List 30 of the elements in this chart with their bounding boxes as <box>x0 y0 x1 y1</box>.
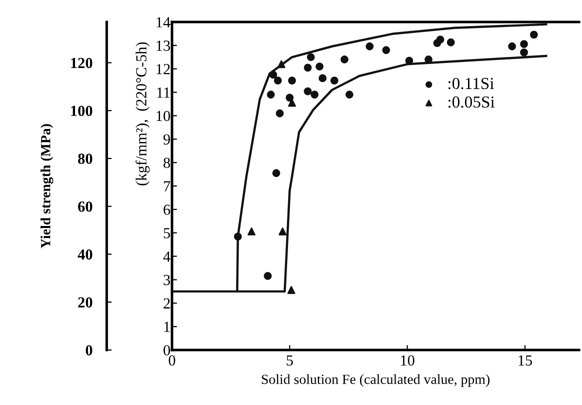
y-tick-label: 3 <box>164 274 170 286</box>
y-tick-label: 5 <box>164 228 170 238</box>
y-tick-label: 8 <box>164 158 170 168</box>
y-tick-label: 0 <box>164 345 170 356</box>
y-tick-label: 9 <box>163 134 170 145</box>
y-tick-label: 7 <box>164 181 170 192</box>
y2-tick-label: 100 <box>71 106 92 116</box>
x-tick-label: 15 <box>518 355 532 366</box>
y2-tick-label: 80 <box>78 154 92 164</box>
y2-tick-label: 0 <box>86 345 92 356</box>
y-tick-label: 1 <box>164 322 170 332</box>
x-axis-title: Solid solution Fe (calculated value, ppm) <box>262 374 490 387</box>
y-tick-label: 12 <box>156 64 170 74</box>
y2-tick-label: 60 <box>78 201 92 212</box>
y-tick-label: 11 <box>157 88 170 98</box>
legend-label: :0.11Si <box>448 78 494 90</box>
y-tick-label: 14 <box>156 17 170 28</box>
y-tick-label: 4 <box>163 252 170 262</box>
x-tick-label: 10 <box>401 355 414 366</box>
y-tick-label: 2 <box>164 298 170 308</box>
x-tick-label: 5 <box>286 355 293 366</box>
y-tick-label: 10 <box>156 110 170 122</box>
y-axis-title: (kgf/mm²), (220°C-5h) <box>136 42 150 186</box>
y-tick-label: 13 <box>156 40 170 51</box>
legend-label: :0.05Si <box>448 96 495 108</box>
y2-tick-label: 120 <box>71 58 92 68</box>
y-tick-label: 6 <box>164 204 170 215</box>
y2-tick-label: 20 <box>78 297 92 308</box>
y2-tick-label: 40 <box>78 249 92 260</box>
y2-axis-title: Yield strength (MPa) <box>40 124 54 248</box>
